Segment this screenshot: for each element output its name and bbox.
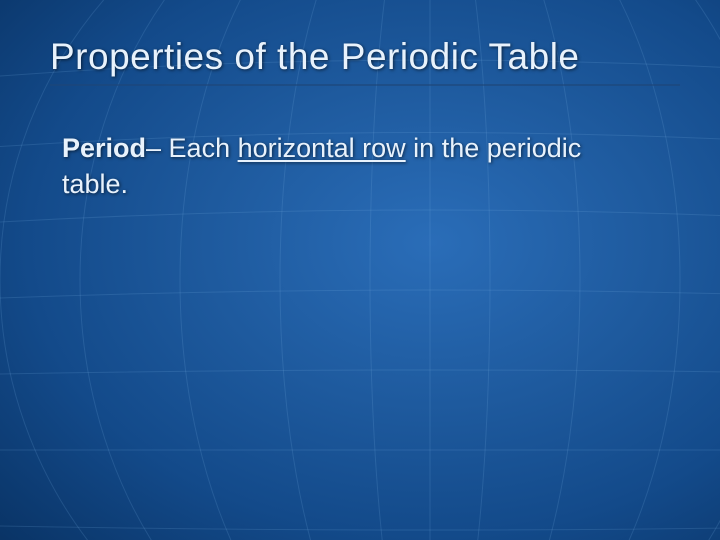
slide-body: Period– Each horizontal row in the perio… — [62, 130, 650, 203]
definition-term: Period — [62, 133, 146, 163]
definition-underlined: horizontal row — [238, 133, 406, 163]
slide-title: Properties of the Periodic Table — [50, 36, 680, 86]
definition-dash: – Each — [146, 133, 238, 163]
slide-container: Properties of the Periodic Table Period–… — [0, 0, 720, 540]
